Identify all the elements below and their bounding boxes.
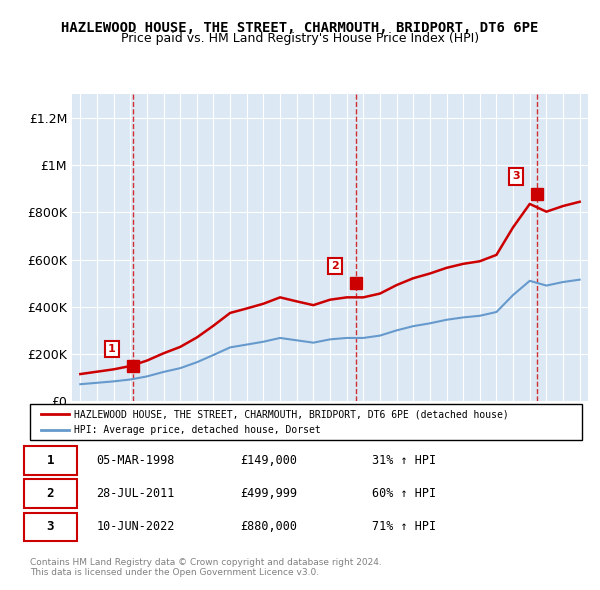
Text: HAZLEWOOD HOUSE, THE STREET, CHARMOUTH, BRIDPORT, DT6 6PE (detached house): HAZLEWOOD HOUSE, THE STREET, CHARMOUTH, … [74,409,509,419]
Text: 2: 2 [331,261,339,271]
FancyBboxPatch shape [30,404,582,440]
Text: Contains HM Land Registry data © Crown copyright and database right 2024.
This d: Contains HM Land Registry data © Crown c… [30,558,382,577]
Text: £499,999: £499,999 [240,487,297,500]
Text: HPI: Average price, detached house, Dorset: HPI: Average price, detached house, Dors… [74,425,321,435]
Text: 28-JUL-2011: 28-JUL-2011 [96,487,175,500]
Text: 31% ↑ HPI: 31% ↑ HPI [372,454,436,467]
Text: Price paid vs. HM Land Registry's House Price Index (HPI): Price paid vs. HM Land Registry's House … [121,32,479,45]
Text: 10-JUN-2022: 10-JUN-2022 [96,520,175,533]
Text: 1: 1 [47,454,54,467]
Text: 3: 3 [512,171,520,181]
Text: 1: 1 [108,344,116,354]
FancyBboxPatch shape [25,480,77,507]
Text: £149,000: £149,000 [240,454,297,467]
Text: 60% ↑ HPI: 60% ↑ HPI [372,487,436,500]
FancyBboxPatch shape [25,447,77,474]
FancyBboxPatch shape [25,513,77,541]
Text: £880,000: £880,000 [240,520,297,533]
Text: 3: 3 [47,520,54,533]
Text: 71% ↑ HPI: 71% ↑ HPI [372,520,436,533]
Text: 05-MAR-1998: 05-MAR-1998 [96,454,175,467]
Text: 2: 2 [47,487,54,500]
Text: HAZLEWOOD HOUSE, THE STREET, CHARMOUTH, BRIDPORT, DT6 6PE: HAZLEWOOD HOUSE, THE STREET, CHARMOUTH, … [61,21,539,35]
